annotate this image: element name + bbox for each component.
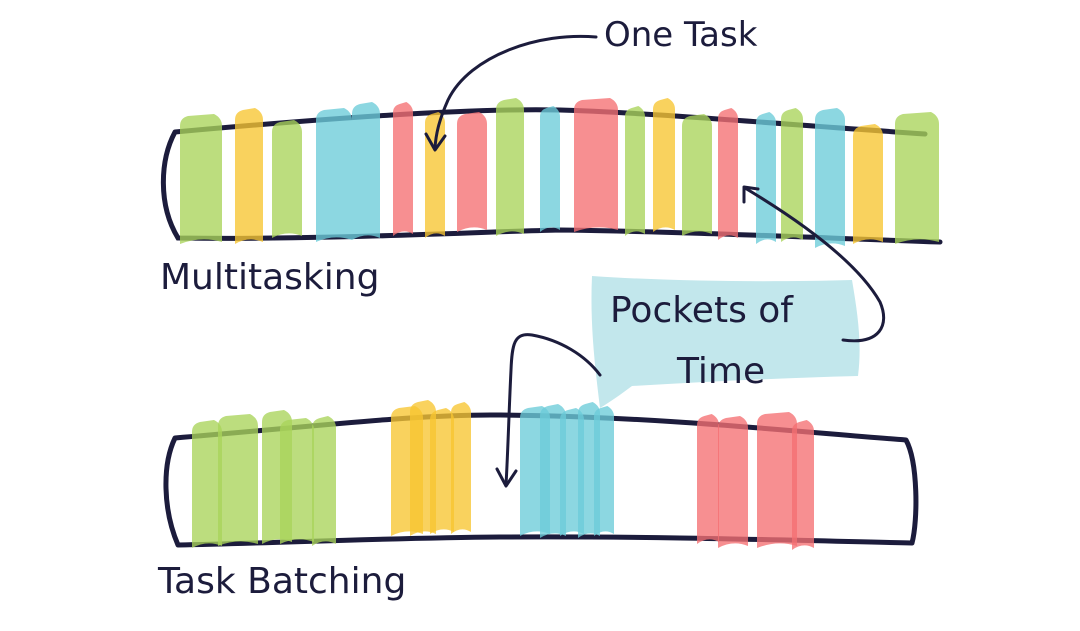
multitasking-task-block [496,98,524,236]
multitasking-task-block [180,114,222,244]
batching-task-block [451,402,471,534]
pockets-of-time-note [591,276,860,408]
multitasking-task-block [853,124,883,244]
multitasking-task-block [653,98,675,232]
multitasking-task-block [540,106,560,232]
multitasking-task-block [393,102,413,236]
batching-task-block [218,414,258,546]
batching-task-block [697,414,719,544]
pockets-arrow-up [743,186,886,343]
multitasking-task-block [272,120,302,238]
one-task-label: One Task [604,15,758,55]
batching-task-block [192,420,222,548]
pockets-label-line2: Time [676,351,765,392]
multitasking-task-block [756,112,776,244]
batching-task-block [757,412,797,548]
multitasking-task-block [815,108,845,248]
batching-task-blocks [192,400,814,550]
multitasking-task-block [625,106,645,236]
pockets-arrow-down-head [495,467,518,488]
batching-task-block [540,404,566,538]
batching-timeline [163,412,919,548]
task-batching-label: Task Batching [157,561,406,602]
multitasking-task-blocks [180,98,939,248]
one-task-arrow [433,34,598,150]
multitasking-task-block [316,108,352,242]
batching-task-block [312,416,336,546]
multitasking-task-block [574,98,618,232]
multitasking-task-block [718,108,738,240]
batching-task-block [430,408,454,534]
multitasking-task-block [235,108,263,244]
batching-task-block [792,420,814,550]
multitasking-task-block [895,112,939,244]
batching-task-block [410,400,436,536]
batching-task-block [594,406,614,536]
pockets-arrow-up-head [742,185,760,204]
one-task-arrowhead [424,132,447,152]
multitasking-task-block [425,112,445,238]
pockets-label-line1: Pockets of [610,290,794,331]
batching-task-block [280,418,314,544]
multitasking-task-block [352,102,380,240]
batching-task-block [718,416,748,548]
multitasking-task-block [781,108,803,242]
multitasking-task-block [457,112,487,232]
pockets-arrow-down [504,333,602,487]
multitasking-task-block [682,114,712,236]
multitasking-label: Multitasking [160,257,379,298]
